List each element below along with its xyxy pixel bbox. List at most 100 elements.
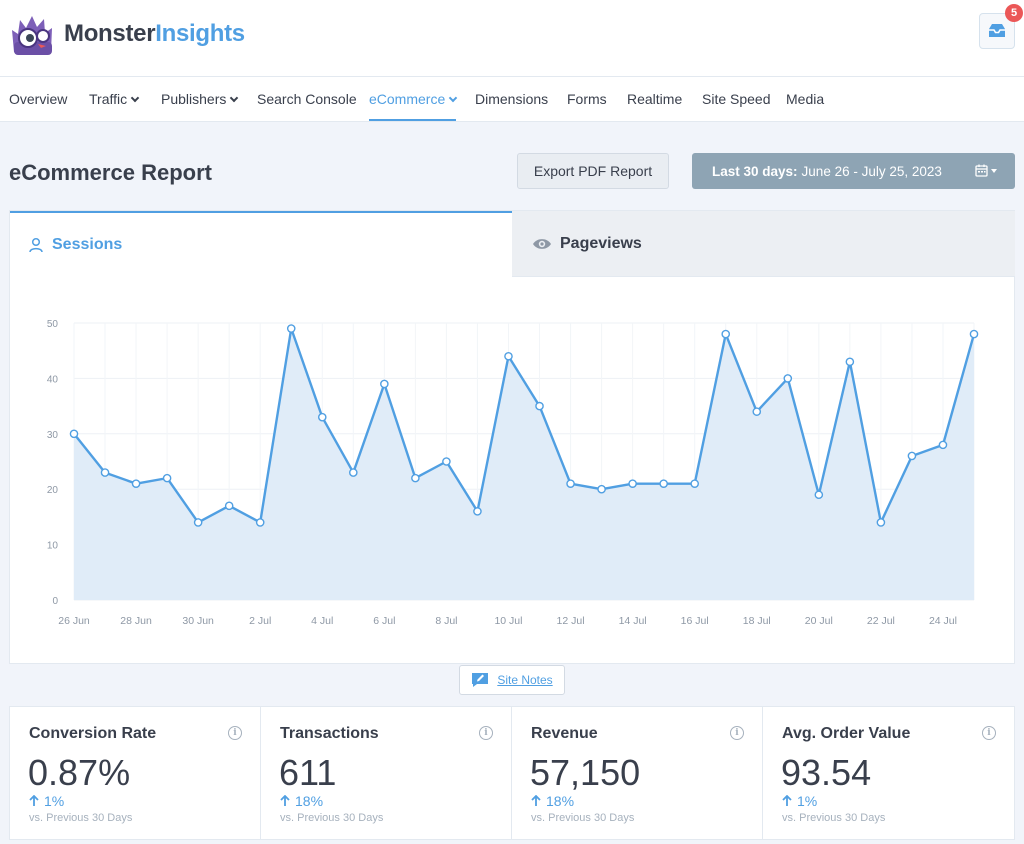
- metric-change-value: 18%: [546, 793, 575, 809]
- data-point: [907, 451, 917, 461]
- data-point: [845, 357, 855, 367]
- data-point: [193, 518, 203, 527]
- nav-site-speed[interactable]: Site Speed: [702, 77, 771, 121]
- brand-part-insights: Insights: [155, 20, 245, 47]
- data-point: [721, 329, 731, 339]
- nav-label: Dimensions: [475, 91, 549, 107]
- nav-label: Forms: [567, 91, 607, 107]
- metric-comparison: vs. Previous 30 Days: [29, 812, 133, 824]
- metric-avg-order-value: Avg. Order Value i 93.54 1% vs. Previous…: [763, 707, 1014, 839]
- x-tick-label: 24 Jul: [929, 615, 957, 627]
- site-notes-label: Site Notes: [497, 673, 553, 687]
- metric-comparison: vs. Previous 30 Days: [782, 812, 886, 824]
- data-point: [224, 501, 234, 511]
- data-point: [380, 379, 389, 389]
- arrow-up-icon: [531, 795, 541, 806]
- tab-label: Pageviews: [560, 234, 642, 252]
- data-point: [690, 479, 699, 488]
- info-icon[interactable]: i: [228, 726, 242, 740]
- metric-title: Transactions: [280, 725, 379, 742]
- calendar-dropdown: [975, 164, 997, 177]
- sessions-line: [73, 327, 976, 524]
- inbox-icon: [989, 24, 1005, 37]
- nav-ecommerce[interactable]: eCommerce: [369, 77, 458, 121]
- brand-name[interactable]: MonsterInsights: [64, 20, 245, 48]
- site-notes-button[interactable]: Site Notes: [459, 665, 565, 695]
- arrow-up-icon: [782, 795, 792, 806]
- data-point: [814, 490, 824, 500]
- data-point: [286, 324, 296, 333]
- nav-search-console[interactable]: Search Console: [257, 77, 357, 121]
- data-point: [504, 351, 513, 361]
- tab-sessions[interactable]: Sessions: [10, 211, 512, 277]
- data-point: [535, 401, 544, 411]
- x-tick-label: 6 Jul: [373, 615, 395, 627]
- y-tick-label: 0: [52, 596, 58, 607]
- info-icon[interactable]: i: [982, 726, 996, 740]
- metric-comparison: vs. Previous 30 Days: [280, 812, 384, 824]
- metric-title: Conversion Rate: [29, 725, 157, 742]
- chart-panel: 0 10 20 30 40 50 26 Jun 28 Jun 30 Jun 2 Jul 4 Jul 6…: [9, 210, 1015, 664]
- x-tick-label: 20 Jul: [805, 615, 833, 627]
- data-point: [473, 507, 482, 516]
- nav-label: Search Console: [257, 91, 357, 107]
- data-point: [69, 429, 79, 439]
- x-tick-label: 8 Jul: [435, 615, 457, 627]
- nav-label: Media: [786, 91, 825, 107]
- user-icon: [29, 237, 43, 253]
- nav-label: Realtime: [627, 91, 683, 107]
- metric-change: 1%: [782, 793, 817, 809]
- caret-down-icon: [991, 168, 997, 173]
- metric-revenue: Revenue i 57,150 18% vs. Previous 30 Day…: [512, 707, 763, 839]
- notification-badge: 5: [1005, 4, 1023, 22]
- data-point: [442, 457, 451, 466]
- metric-comparison: vs. Previous 30 Days: [531, 812, 635, 824]
- date-range-value: June 26 - July 25, 2023: [801, 163, 942, 179]
- date-range-picker[interactable]: Last 30 days: June 26 - July 25, 2023: [692, 153, 1015, 189]
- x-tick-label: 18 Jul: [743, 615, 771, 627]
- arrow-up-icon: [280, 795, 290, 806]
- notifications-button[interactable]: [979, 13, 1015, 49]
- y-tick-label: 20: [47, 485, 59, 496]
- metric-change-value: 1%: [44, 793, 65, 809]
- x-tick-label: 22 Jul: [867, 615, 895, 627]
- data-point: [938, 440, 948, 450]
- monster-logo-icon[interactable]: [8, 12, 58, 58]
- nav-realtime[interactable]: Realtime: [627, 77, 682, 121]
- top-header: MonsterInsights 5: [0, 0, 1024, 76]
- data-point: [100, 468, 110, 477]
- x-tick-label: 28 Jun: [120, 615, 152, 627]
- metric-value: 611: [279, 752, 337, 793]
- nav-media[interactable]: Media: [786, 77, 824, 121]
- data-point: [255, 518, 265, 527]
- tab-pageviews[interactable]: Pageviews: [512, 211, 1015, 277]
- metric-conversion-rate: Conversion Rate i 0.87% 1% vs. Previous …: [10, 707, 261, 839]
- nav-overview[interactable]: Overview: [9, 77, 67, 121]
- nav-publishers[interactable]: Publishers: [161, 77, 239, 121]
- data-point: [162, 473, 172, 483]
- nav-forms[interactable]: Forms: [567, 77, 607, 121]
- metric-value: 57,150: [530, 752, 641, 793]
- x-tick-label: 16 Jul: [681, 615, 709, 627]
- y-tick-label: 30: [47, 430, 59, 441]
- y-tick-label: 50: [47, 319, 59, 330]
- data-point: [783, 374, 793, 383]
- info-icon[interactable]: i: [479, 726, 493, 740]
- sessions-chart: 0 10 20 30 40 50 26 Jun 28 Jun 30 Jun 2 Jul 4 Jul 6…: [47, 319, 979, 627]
- x-tick-label: 12 Jul: [557, 615, 585, 627]
- chevron-down-icon: [230, 93, 239, 103]
- metrics-row: Conversion Rate i 0.87% 1% vs. Previous …: [9, 706, 1015, 840]
- nav-traffic[interactable]: Traffic: [89, 77, 140, 121]
- nav-dimensions[interactable]: Dimensions: [475, 77, 548, 121]
- x-tick-label: 2 Jul: [249, 615, 271, 627]
- info-icon[interactable]: i: [730, 726, 744, 740]
- data-point: [597, 484, 606, 494]
- data-point: [317, 412, 327, 422]
- export-pdf-button[interactable]: Export PDF Report: [517, 153, 669, 189]
- nav-label: eCommerce: [369, 91, 446, 107]
- chevron-down-icon: [130, 93, 140, 103]
- metric-change: 18%: [280, 793, 323, 809]
- nav-label: Publishers: [161, 91, 227, 107]
- data-point: [628, 479, 637, 488]
- chevron-down-icon: [449, 93, 458, 103]
